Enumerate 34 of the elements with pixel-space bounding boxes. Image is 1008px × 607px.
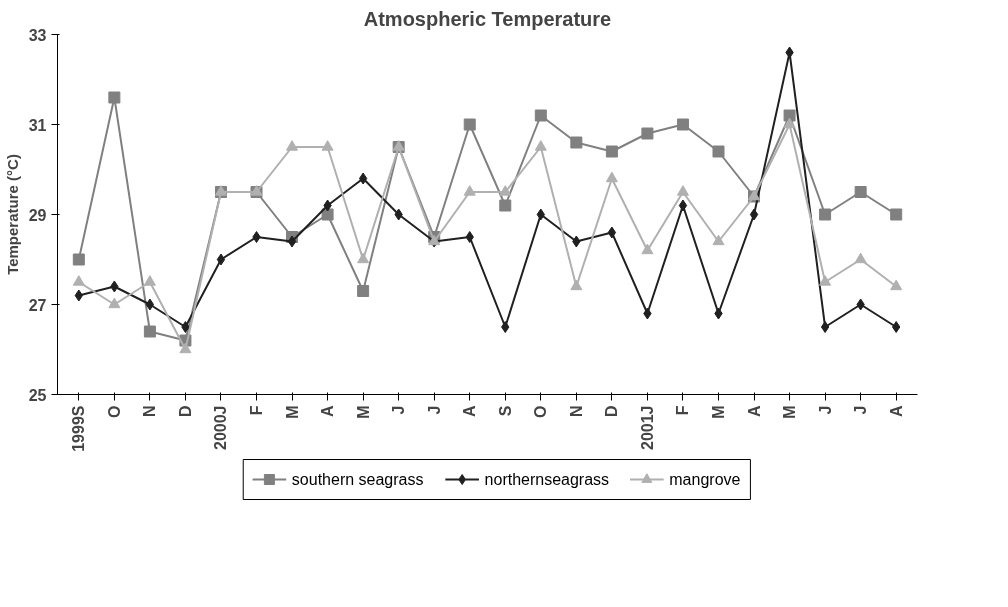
legend-label: mangrove xyxy=(669,471,741,488)
x-tick-label: M xyxy=(781,405,799,419)
x-tick-label: 2000J xyxy=(212,405,230,450)
x-tick-label: F xyxy=(674,405,692,416)
x-tick-label: F xyxy=(248,405,266,416)
legend-label: northernseagrass xyxy=(484,471,610,488)
y-tick-label: 31 xyxy=(28,116,47,134)
x-tick-label: 2001J xyxy=(638,405,656,450)
x-tick-label: J xyxy=(852,405,870,415)
y-tick-label: 25 xyxy=(28,386,47,404)
x-tick-label: O xyxy=(105,405,123,418)
y-axis-title: Temperature (°C) xyxy=(3,154,21,275)
x-tick-label: A xyxy=(461,405,479,418)
x-tick-label: J xyxy=(816,405,834,415)
x-tick-label: J xyxy=(425,405,443,415)
y-tick-label: 33 xyxy=(28,26,47,44)
chart-title: Atmospheric Temperature xyxy=(363,7,612,30)
y-tick-label: 27 xyxy=(28,296,47,314)
x-tick-label: D xyxy=(603,405,621,418)
legend-label: southern seagrass xyxy=(291,471,424,488)
x-tick-label: N xyxy=(141,405,159,418)
x-tick-label: M xyxy=(709,405,727,419)
x-tick-label: D xyxy=(176,405,194,418)
x-tick-label: J xyxy=(390,405,408,415)
x-tick-label: A xyxy=(745,405,763,418)
y-tick-label: 29 xyxy=(28,206,47,224)
x-tick-label: M xyxy=(283,405,301,419)
x-tick-label: A xyxy=(887,405,905,418)
x-tick-label: 1999S xyxy=(70,405,88,452)
x-tick-label: A xyxy=(319,405,337,418)
x-tick-label: M xyxy=(354,405,372,419)
x-tick-label: N xyxy=(567,405,585,418)
x-tick-label: O xyxy=(532,405,550,418)
x-tick-label: S xyxy=(496,405,514,417)
